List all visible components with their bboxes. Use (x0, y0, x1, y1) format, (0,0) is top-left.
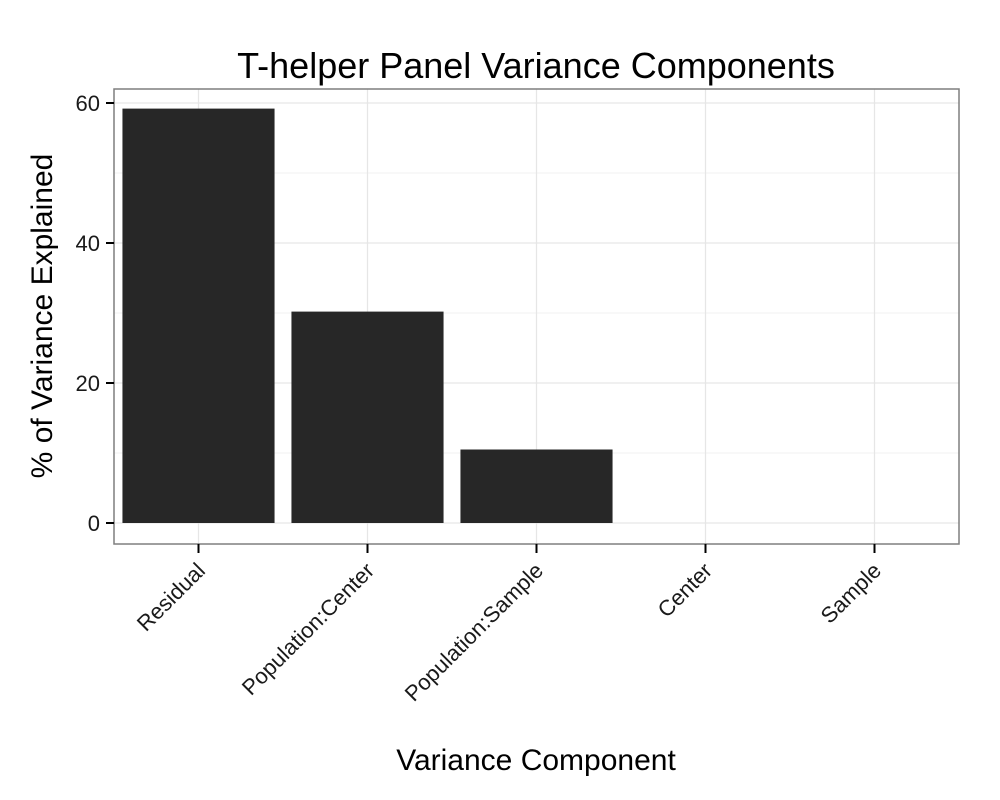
y-tick-label: 20 (76, 371, 100, 396)
bar-residual (122, 108, 275, 523)
y-tick-label: 0 (88, 511, 100, 536)
y-axis: 0 20 40 60 (76, 91, 114, 536)
y-tick-label: 40 (76, 231, 100, 256)
bar-population-sample (460, 449, 613, 523)
x-tick-label: Population:Sample (400, 558, 548, 706)
bars (122, 108, 613, 523)
x-axis: Residual Population:Center Population:Samp… (132, 544, 886, 706)
x-tick-label: Population:Center (237, 558, 379, 700)
y-axis-title: % of Variance Explained (26, 154, 59, 479)
x-axis-title: Variance Component (396, 744, 676, 777)
x-tick-label: Sample (816, 558, 886, 628)
chart-title: T-helper Panel Variance Components (237, 45, 835, 86)
x-tick-label: Residual (132, 558, 210, 636)
x-tick-label: Center (653, 558, 717, 622)
y-tick-label: 60 (76, 91, 100, 116)
bar-population-center (291, 311, 444, 523)
